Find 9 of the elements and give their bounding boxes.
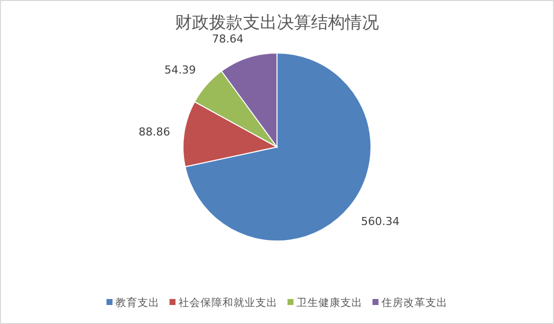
data-label: 88.86 <box>138 125 170 138</box>
data-label: 78.64 <box>212 32 244 46</box>
data-label: 560.34 <box>361 214 400 228</box>
data-label: 54.39 <box>164 64 196 77</box>
legend-label: 教育支出 <box>116 296 160 309</box>
legend-label: 社会保障和就业支出 <box>178 296 278 309</box>
legend-label: 卫生健康支出 <box>296 296 362 309</box>
chart-title: 财政拨款支出决算结构情况 <box>175 13 379 33</box>
legend-label: 住房改革支出 <box>382 296 448 309</box>
